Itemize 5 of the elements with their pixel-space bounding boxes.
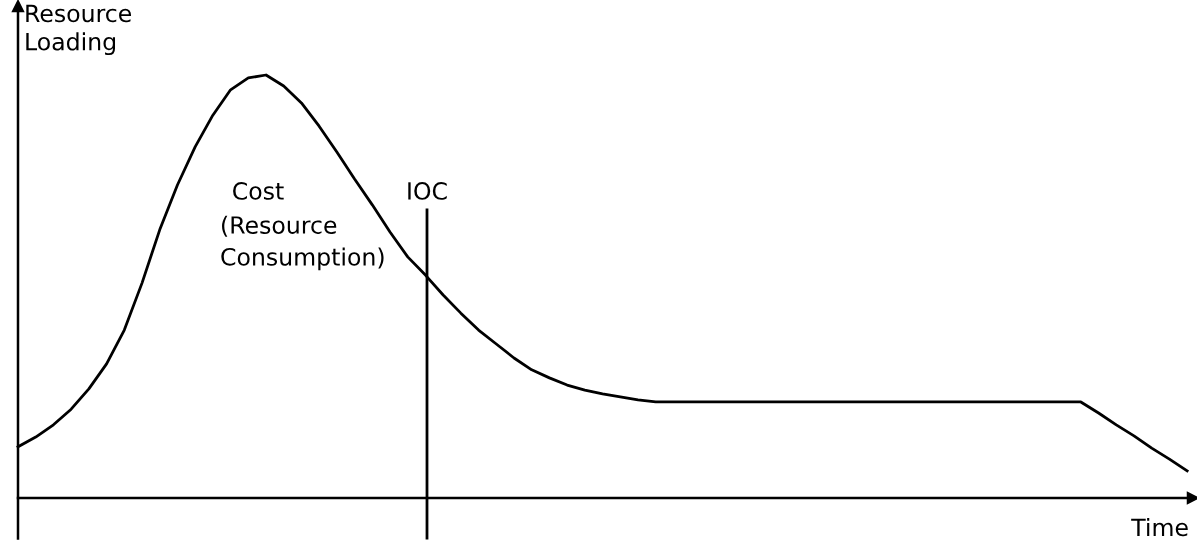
x-axis-title: Time [1131,518,1188,537]
y-axis-title: Resource Loading [26,4,132,56]
annotation: (Resource Consumption) [221,215,384,271]
annotation: IOC [408,181,447,200]
annotation: Cost [233,181,284,200]
